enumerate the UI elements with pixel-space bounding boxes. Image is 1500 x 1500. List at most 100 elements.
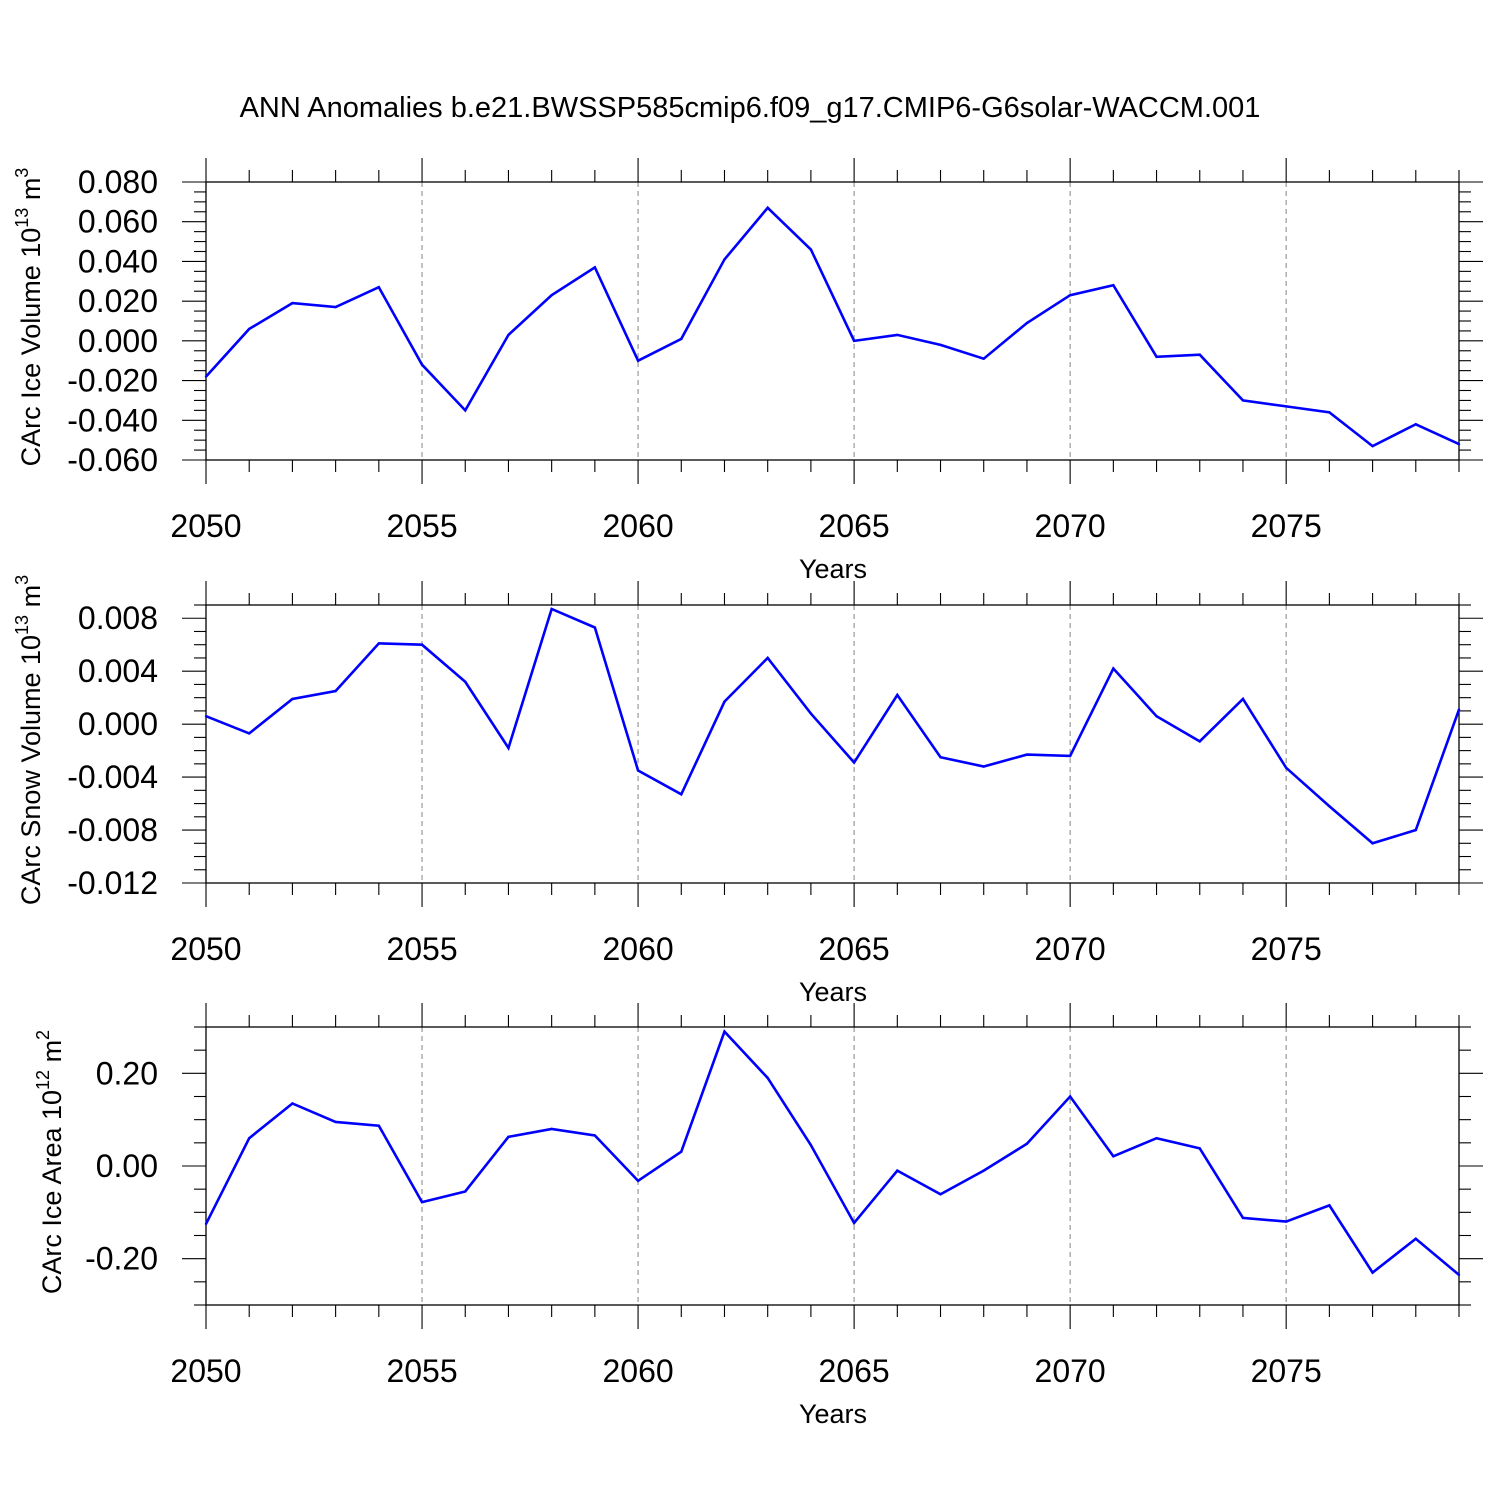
- y-axis-label-text: CArc Ice Volume 10: [16, 228, 46, 467]
- y-axis-label-superscript: 13: [12, 208, 32, 228]
- data-point: [1414, 1237, 1417, 1240]
- data-point: [464, 409, 467, 412]
- data-point: [1112, 1155, 1115, 1158]
- y-axis-label-text: CArc Snow Volume 10: [16, 635, 46, 905]
- x-tick-label: 2055: [386, 508, 457, 544]
- data-point: [550, 293, 553, 297]
- series-line: [205, 205, 1460, 448]
- data-point: [593, 266, 597, 269]
- figure-title: ANN Anomalies b.e21.BWSSP585cmip6.f09_g1…: [239, 92, 1261, 124]
- data-point: [1457, 442, 1461, 446]
- x-tick-label: 2060: [602, 508, 673, 544]
- data-point: [723, 258, 726, 261]
- data-point: [896, 333, 899, 337]
- data-point: [723, 700, 726, 703]
- series-line: [205, 607, 1461, 845]
- x-tick-label: 2060: [602, 1353, 673, 1389]
- data-point: [636, 1179, 640, 1183]
- x-axis-label: Years: [799, 1399, 867, 1429]
- data-point: [680, 793, 683, 796]
- panel-3: 2050 2055 2060 2065 2070 2075 -0.20 0.00 0.20 Yea…: [33, 1003, 1483, 1429]
- x-tick-label: 2070: [1035, 1353, 1106, 1389]
- data-point: [248, 732, 251, 735]
- data-point: [896, 1169, 899, 1172]
- data-point: [507, 333, 510, 337]
- data-point: [1457, 1273, 1461, 1277]
- data-point: [248, 327, 251, 331]
- data-point: [852, 1221, 856, 1225]
- y-tick-label: 0.020: [78, 283, 158, 319]
- data-point: [1155, 715, 1158, 718]
- y-tick-label: 0.000: [78, 323, 158, 359]
- x-tick-label: 2050: [170, 931, 241, 967]
- data-point: [1241, 1216, 1245, 1220]
- y-tick-label: 0.000: [78, 706, 158, 742]
- y-axis-label-superscript: 3: [12, 575, 32, 585]
- data-point: [1414, 423, 1417, 426]
- data-point: [334, 305, 337, 309]
- y-tick-label: 0.008: [78, 600, 158, 636]
- data-point: [1371, 444, 1374, 448]
- x-tick-label: 2060: [602, 931, 673, 967]
- y-axis-label-superscript: 3: [12, 168, 32, 178]
- x-tick-label: 2065: [819, 931, 890, 967]
- data-point: [636, 359, 640, 362]
- x-tick-label: 2075: [1251, 931, 1322, 967]
- y-tick-label: 0.004: [78, 653, 158, 689]
- data-point: [636, 769, 640, 772]
- data-point: [507, 1135, 510, 1139]
- x-tick-label: 2050: [170, 1353, 241, 1389]
- y-tick-label: -0.020: [67, 363, 158, 399]
- data-point: [1284, 766, 1288, 770]
- data-point: [809, 712, 813, 715]
- data-point: [982, 357, 985, 360]
- x-tick-label: 2065: [819, 508, 890, 544]
- data-point: [464, 1190, 467, 1193]
- data-point: [1198, 740, 1201, 743]
- data-point: [1284, 1220, 1288, 1223]
- data-point: [852, 761, 856, 764]
- y-tick-label: -0.004: [67, 759, 158, 795]
- y-axis-label-superscript: 12: [33, 1070, 53, 1090]
- y-axis-label: CArc Ice Area 1012 m2: [33, 1030, 67, 1294]
- data-point: [1198, 1147, 1201, 1150]
- data-point: [593, 626, 597, 629]
- data-point: [464, 680, 467, 683]
- x-tick-label: 2055: [386, 1353, 457, 1389]
- y-tick-label: -0.008: [67, 812, 158, 848]
- data-point: [248, 1137, 251, 1140]
- data-point: [766, 656, 769, 660]
- data-point: [939, 756, 942, 759]
- data-point: [377, 642, 381, 645]
- data-point: [1328, 411, 1331, 414]
- data-point: [377, 286, 381, 289]
- data-point: [507, 746, 510, 750]
- data-point: [766, 1076, 769, 1080]
- data-point: [1068, 754, 1072, 758]
- data-point: [291, 697, 294, 701]
- data-point: [1025, 753, 1029, 756]
- data-point: [1457, 708, 1461, 711]
- x-axis-label: Years: [799, 977, 867, 1007]
- x-axis-label: Years: [799, 554, 867, 584]
- data-point: [204, 1222, 208, 1226]
- data-point: [550, 1127, 553, 1131]
- data-point: [1112, 667, 1115, 670]
- data-point: [766, 206, 769, 210]
- data-point: [1198, 353, 1201, 356]
- data-point: [939, 343, 942, 347]
- data-point: [204, 375, 208, 378]
- data-point: [1068, 293, 1072, 297]
- y-tick-label: -0.060: [67, 442, 158, 478]
- data-point: [1155, 355, 1158, 358]
- data-point: [420, 1200, 424, 1204]
- y-tick-label: -0.20: [85, 1241, 158, 1277]
- y-tick-label: -0.012: [67, 865, 158, 901]
- series-line: [204, 1029, 1460, 1276]
- x-tick-label: 2050: [170, 508, 241, 544]
- panel-2: 2050 2055 2060 2065 2070 2075 -0.012 -0.008 -0.0…: [12, 575, 1483, 1007]
- y-axis-label-text: m: [37, 1040, 67, 1070]
- data-point: [291, 1102, 294, 1105]
- data-point: [1241, 697, 1245, 701]
